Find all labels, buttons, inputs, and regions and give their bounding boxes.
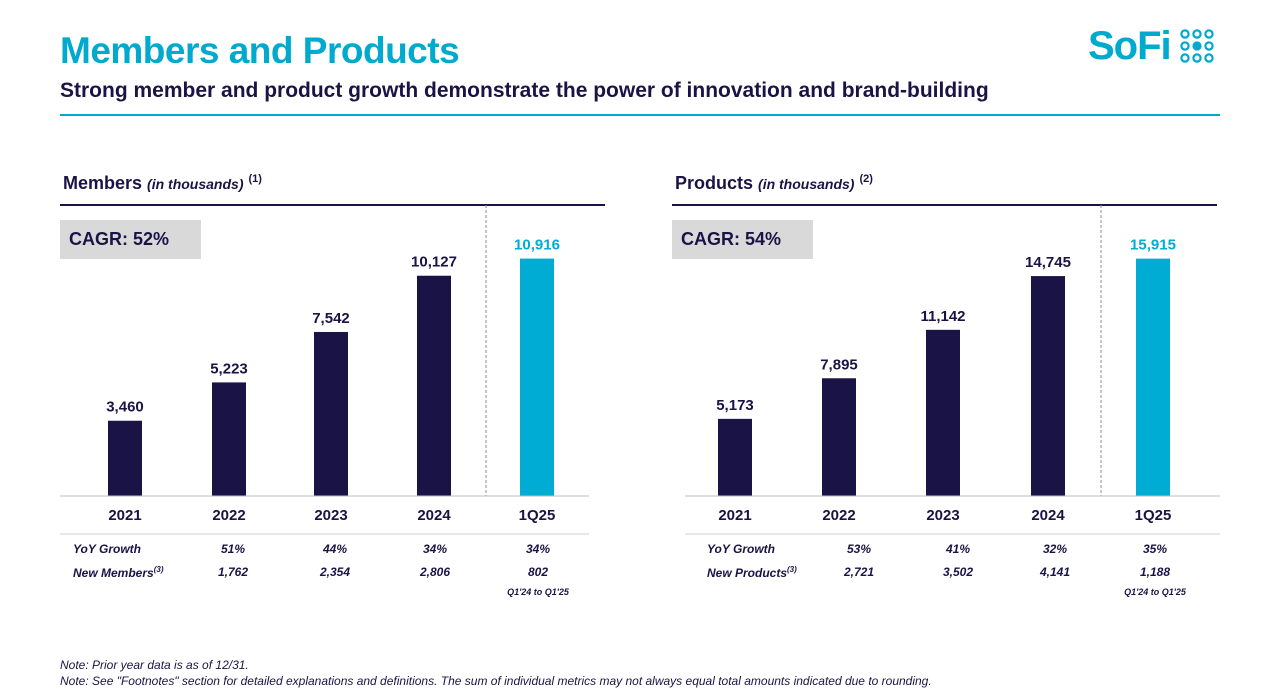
products-bar (718, 418, 752, 496)
products-period-note: Q1'24 to Q1'25 (1124, 587, 1186, 597)
members-new-row: New Members(3) 1,762 2,354 2,806 802 (60, 565, 608, 581)
members-new-value: 2,806 (419, 565, 451, 579)
logo-dots-icon (1179, 29, 1214, 63)
products-cagr-badge: CAGR: 54% (672, 220, 813, 259)
members-new-label: New Members(3) (73, 565, 164, 580)
members-data-label: 7,542 (312, 310, 350, 327)
note-line: Note: Prior year data is as of 12/31. (60, 658, 249, 672)
note-line: Note: See "Footnotes" section for detail… (60, 674, 932, 688)
products-new-value: 1,188 (1139, 565, 1171, 579)
members-title-rule (60, 204, 605, 206)
members-yoy-row: YoY Growth 51% 44% 34% 34% (60, 542, 608, 558)
products-data-label: 14,745 (1025, 254, 1071, 271)
products-bar (926, 329, 960, 496)
members-cagr-badge: CAGR: 52% (60, 220, 201, 259)
members-footnote: (1) (248, 173, 262, 185)
members-chart-title: Members (in thousands) (1) (63, 173, 262, 194)
members-bar (314, 331, 348, 496)
members-category-label: 2022 (212, 507, 245, 524)
products-category-label: 2021 (718, 507, 751, 524)
products-bar (822, 378, 856, 496)
footnotes: Note: Prior year data is as of 12/31. No… (60, 657, 932, 689)
logo-text: SoFi (1088, 24, 1172, 68)
members-bar (417, 275, 451, 496)
page-subtitle: Strong member and product growth demonst… (60, 79, 989, 102)
products-data-label: 7,895 (820, 356, 858, 373)
members-title-text: Members (63, 173, 143, 193)
products-category-label: 1Q25 (1135, 507, 1172, 524)
products-category-label: 2023 (926, 507, 959, 524)
members-period-note: Q1'24 to Q1'25 (507, 587, 569, 597)
members-yoy-value: 34% (422, 542, 448, 556)
members-category-label: 1Q25 (519, 507, 556, 524)
members-yoy-value: 44% (322, 542, 348, 556)
products-category-label: 2024 (1031, 507, 1065, 524)
products-category-label: 2022 (822, 507, 855, 524)
products-bar (1031, 276, 1065, 496)
products-yoy-label: YoY Growth (707, 542, 776, 556)
products-title-text: Products (675, 173, 754, 193)
members-new-value: 2,354 (319, 565, 351, 579)
products-unit: (in thousands) (758, 176, 855, 192)
members-unit: (in thousands) (147, 176, 244, 192)
members-yoy-value: 34% (525, 542, 551, 556)
members-data-label: 10,916 (514, 237, 560, 254)
members-data-label: 5,223 (210, 360, 248, 377)
products-yoy-value: 35% (1142, 542, 1168, 556)
products-yoy-value: 41% (945, 542, 971, 556)
members-data-label: 3,460 (106, 399, 144, 416)
members-yoy-value: 51% (220, 542, 246, 556)
products-new-value: 4,141 (1039, 565, 1071, 579)
products-yoy-row: YoY Growth 53% 41% 32% 35% (672, 542, 1220, 558)
products-panel: Products (in thousands) (2) CAGR: 54% 5,… (672, 165, 1220, 615)
products-new-row: New Products(3) 2,721 3,502 4,141 1,188 (672, 565, 1220, 581)
members-category-label: 2023 (314, 507, 347, 524)
members-bar (520, 258, 554, 496)
members-yoy-label: YoY Growth (73, 542, 142, 556)
members-bar (212, 382, 246, 496)
products-new-value: 3,502 (942, 565, 974, 579)
members-category-label: 2021 (108, 507, 141, 524)
members-bar (108, 420, 142, 496)
products-bar (1136, 258, 1170, 496)
members-category-label: 2024 (417, 507, 451, 524)
products-new-value: 2,721 (843, 565, 875, 579)
members-new-value: 802 (527, 565, 549, 579)
members-new-value: 1,762 (217, 565, 249, 579)
members-panel: Members (in thousands) (1) CAGR: 52% 3,4… (60, 165, 608, 615)
products-chart-title: Products (in thousands) (2) (675, 173, 873, 194)
products-yoy-value: 32% (1042, 542, 1068, 556)
members-bar-chart: 3,460 2021 5,223 2022 7,542 2023 10,127 2024 10,… (60, 205, 589, 535)
products-yoy-value: 53% (846, 542, 872, 556)
products-data-label: 11,142 (920, 308, 965, 325)
products-new-label: New Products(3) (707, 565, 797, 580)
page-title: Members and Products (60, 30, 460, 71)
members-data-label: 10,127 (411, 254, 457, 271)
products-data-label: 15,915 (1130, 237, 1176, 254)
sofi-logo: SoFi (1088, 26, 1215, 66)
products-bar-chart: 5,173 2021 7,895 2022 11,142 2023 14,745 2024 15… (685, 205, 1220, 535)
products-footnote: (2) (859, 173, 873, 185)
products-title-rule (672, 204, 1217, 206)
products-data-label: 5,173 (716, 397, 754, 414)
header-divider (60, 114, 1220, 116)
